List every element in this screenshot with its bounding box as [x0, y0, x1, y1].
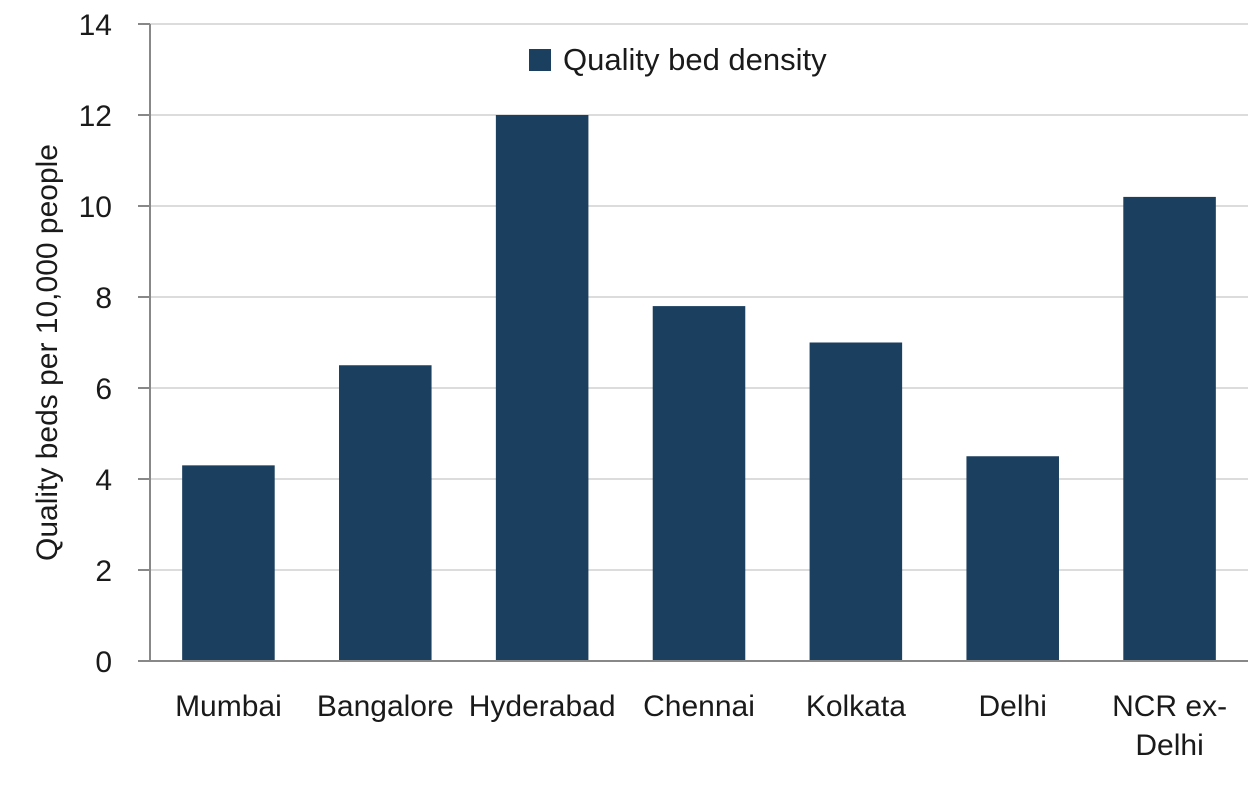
y-tick-label: 12 [79, 100, 112, 133]
y-axis-ticks: 0 2 4 6 8 10 12 14 [79, 9, 150, 679]
x-category-label-line: Kolkata [806, 690, 906, 723]
bar-mumbai [182, 465, 275, 661]
bar-delhi [966, 456, 1059, 661]
x-category-label-line: NCR ex- [1112, 690, 1227, 723]
y-tick-label: 0 [95, 646, 112, 679]
y-tick-label: 4 [95, 464, 112, 497]
axes [138, 24, 1248, 662]
x-category-label: Kolkata [806, 690, 906, 723]
bar-ncr-ex-delhi [1123, 196, 1216, 661]
x-category-label: Mumbai [175, 690, 282, 723]
bars [182, 115, 1216, 661]
x-axis-labels: Mumbai Bangalore Hyderabad Chennai Kolkata De… [175, 690, 1227, 762]
x-category-label-line: Delhi [979, 690, 1047, 723]
x-category-label-line: Delhi [1135, 729, 1203, 762]
x-category-label-line: Mumbai [175, 690, 282, 723]
x-category-label: Chennai [643, 690, 755, 723]
x-category-label: NCR ex- Delhi [1112, 690, 1227, 762]
x-category-label: Hyderabad [469, 690, 616, 723]
bar-kolkata [809, 342, 903, 661]
legend-label: Quality bed density [563, 42, 827, 77]
y-tick-label: 8 [95, 282, 112, 315]
y-tick-label: 10 [79, 191, 112, 224]
x-category-label: Bangalore [317, 690, 454, 723]
y-tick-label: 14 [79, 9, 112, 42]
legend: Quality bed density [529, 42, 827, 77]
x-category-label-line: Chennai [643, 690, 755, 723]
x-category-label-line: Hyderabad [469, 690, 616, 723]
y-tick-label: 2 [95, 555, 112, 588]
x-category-label-line: Bangalore [317, 690, 454, 723]
y-axis-title: Quality beds per 10,000 people [31, 144, 64, 561]
x-category-label: Delhi [979, 690, 1047, 723]
bar-bangalore [339, 365, 432, 661]
bar-hyderabad [495, 115, 589, 661]
bar-chennai [652, 306, 746, 661]
legend-swatch [529, 49, 551, 71]
y-tick-label: 6 [95, 373, 112, 406]
